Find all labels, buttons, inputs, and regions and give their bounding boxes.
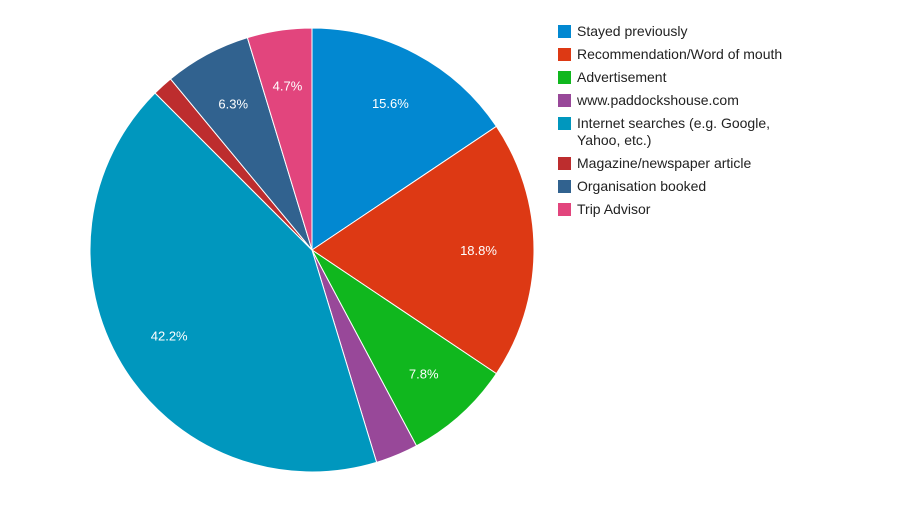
legend-item-2[interactable]: Advertisement	[558, 69, 667, 85]
pie-slice-7[interactable]	[246, 27, 313, 251]
legend-swatch-7	[558, 203, 571, 216]
pie-slice-2[interactable]	[311, 249, 498, 447]
legend-label-1: Recommendation/Word of mouth	[577, 46, 782, 62]
legend-swatch-2	[558, 71, 571, 84]
pie-slice-label-4: 42.2%	[151, 329, 188, 344]
pie-slice-1[interactable]	[311, 125, 535, 375]
legend-label-7: Trip Advisor	[577, 201, 651, 217]
legend-label-4: Internet searches (e.g. Google,	[577, 115, 770, 131]
legend-swatch-3	[558, 94, 571, 107]
legend-swatch-0	[558, 25, 571, 38]
legend-item-4[interactable]: Internet searches (e.g. Google,Yahoo, et…	[558, 115, 770, 148]
legend-swatch-1	[558, 48, 571, 61]
legend-label-3: www.paddockshouse.com	[576, 92, 739, 108]
pie-slice-label-6: 6.3%	[218, 96, 248, 111]
legend-item-7[interactable]: Trip Advisor	[558, 201, 651, 217]
legend-label-5: Magazine/newspaper article	[577, 155, 752, 171]
pie-slice-label-0: 15.6%	[372, 96, 409, 111]
legend-label-4-line1: Yahoo, etc.)	[577, 132, 651, 148]
legend-item-6[interactable]: Organisation booked	[558, 178, 706, 194]
pie-slice-labels: 15.6% 18.8% 7.8% 42.2% 6.3% 4.7%	[151, 78, 498, 381]
legend-swatch-4	[558, 117, 571, 130]
legend-swatch-6	[558, 180, 571, 193]
legend-item-3[interactable]: www.paddockshouse.com	[558, 92, 739, 108]
pie-slices	[89, 27, 535, 473]
legend-item-0[interactable]: Stayed previously	[558, 23, 688, 39]
legend-label-2: Advertisement	[577, 69, 667, 85]
legend-label-6: Organisation booked	[577, 178, 706, 194]
legend-item-1[interactable]: Recommendation/Word of mouth	[558, 46, 782, 62]
pie-slice-0[interactable]	[311, 27, 498, 251]
pie-slice-4[interactable]	[89, 92, 378, 473]
pie-slice-label-1: 18.8%	[460, 243, 497, 258]
legend-label-0: Stayed previously	[577, 23, 688, 39]
pie-slice-label-7: 4.7%	[273, 78, 303, 93]
chart-legend: Stayed previously Recommendation/Word of …	[558, 23, 782, 217]
legend-item-5[interactable]: Magazine/newspaper article	[558, 155, 752, 171]
legend-swatch-5	[558, 157, 571, 170]
pie-slice-label-2: 7.8%	[409, 367, 439, 382]
